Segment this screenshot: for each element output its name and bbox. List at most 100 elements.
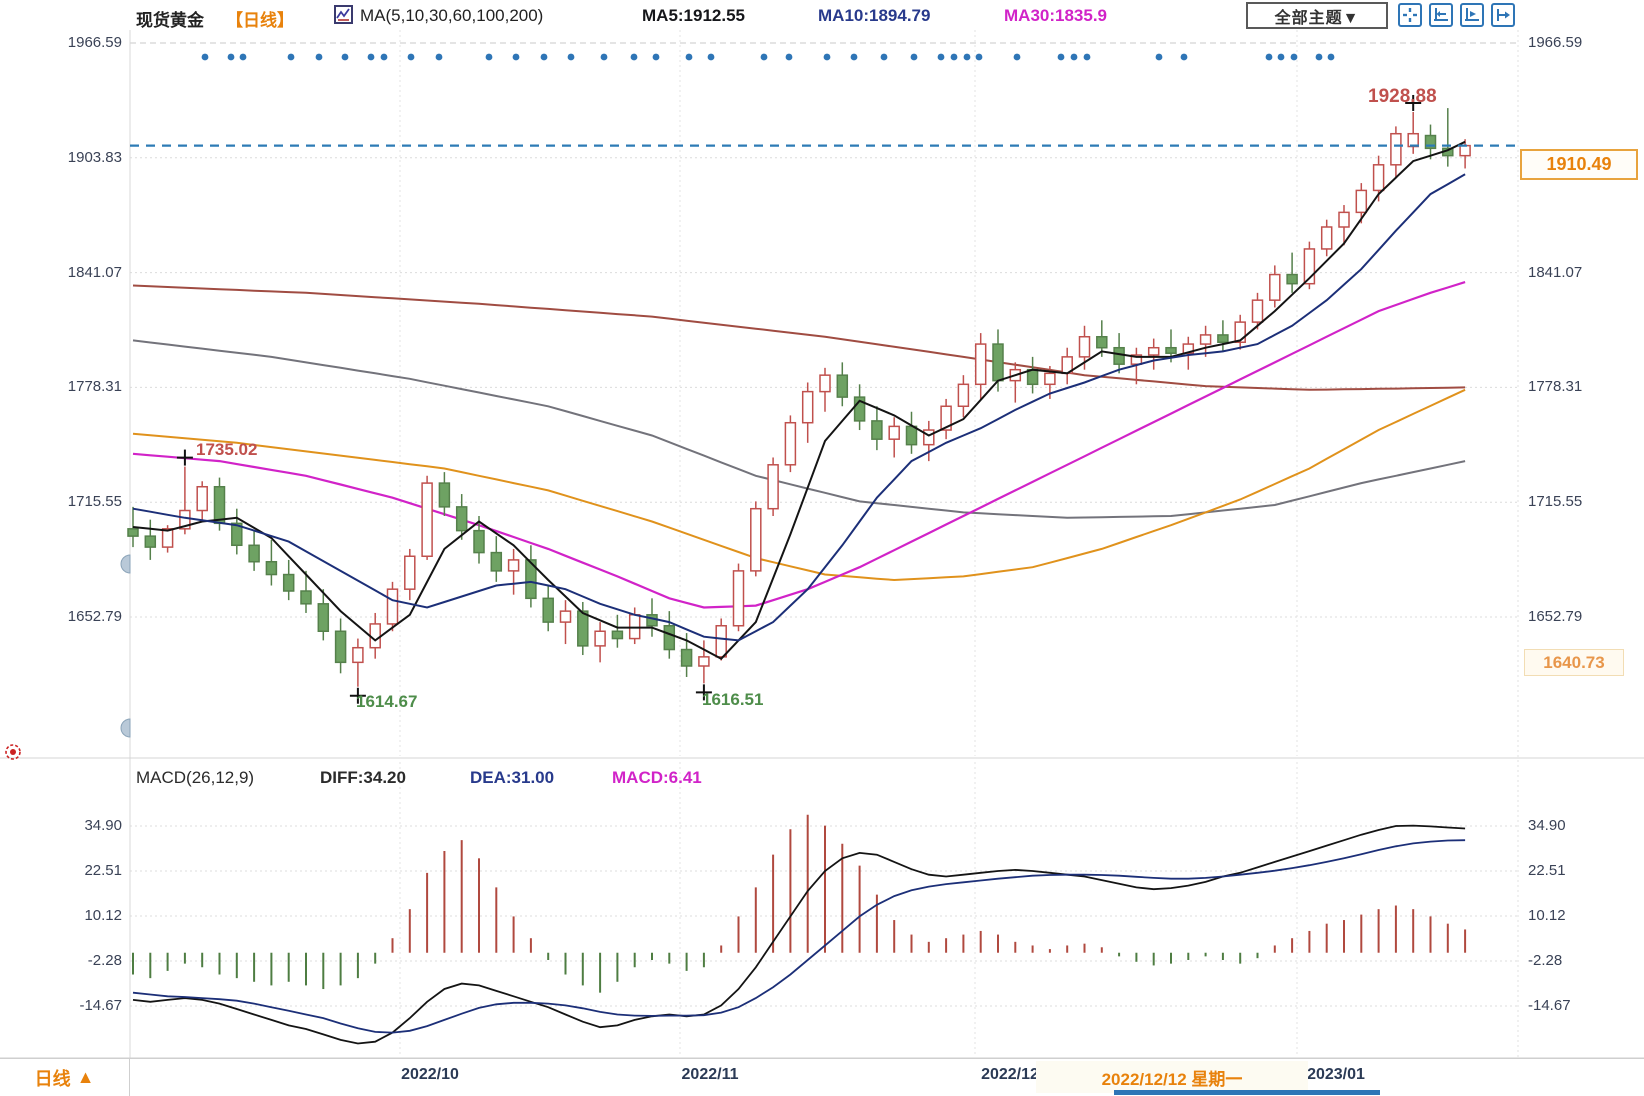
price-axis-label-left: 1841.07 bbox=[67, 264, 122, 281]
news-dot-icon[interactable] bbox=[1155, 53, 1163, 61]
news-dot-icon[interactable] bbox=[1057, 53, 1065, 61]
macd-panel bbox=[132, 814, 1467, 1045]
horizontal-scrollbar-thumb[interactable] bbox=[1114, 1090, 1380, 1095]
news-dot-icon[interactable] bbox=[1083, 53, 1091, 61]
price-axis-label-left: 1778.31 bbox=[67, 378, 122, 395]
macd-diff-line bbox=[132, 824, 1466, 1045]
news-dot-icon[interactable] bbox=[950, 53, 958, 61]
ma-settings-label: MA(5,10,30,60,100,200) bbox=[360, 6, 544, 25]
period-tab-daily[interactable]: 日线 ▲ bbox=[0, 1059, 130, 1096]
ma100-line bbox=[132, 339, 1466, 519]
gridlines bbox=[0, 30, 1644, 1063]
news-dot-icon[interactable] bbox=[630, 53, 638, 61]
news-dot-icon[interactable] bbox=[707, 53, 715, 61]
news-dot-icon[interactable] bbox=[1315, 53, 1323, 61]
price-axis-label-right: 1715.55 bbox=[1528, 493, 1583, 510]
scale-axis-left-icon[interactable] bbox=[1429, 3, 1453, 27]
annotation-low-1614: 1614.67 bbox=[356, 692, 418, 711]
pan-right-icon[interactable] bbox=[1491, 3, 1515, 27]
news-dot-icon[interactable] bbox=[1013, 53, 1021, 61]
ma10-value: MA10:1894.79 bbox=[818, 6, 931, 25]
news-dot-icon[interactable] bbox=[880, 53, 888, 61]
news-dot-icon[interactable] bbox=[1290, 53, 1298, 61]
macd-axis-label-right: 34.90 bbox=[1528, 817, 1566, 834]
news-dot-icon[interactable] bbox=[287, 53, 295, 61]
news-dot-icon[interactable] bbox=[785, 53, 793, 61]
news-dot-icon[interactable] bbox=[407, 53, 415, 61]
x-axis-month-label: 2023/01 bbox=[1307, 1066, 1365, 1083]
x-axis-month-label: 2022/12 bbox=[981, 1066, 1039, 1083]
price-axis-label-left: 1652.79 bbox=[67, 608, 122, 625]
news-dot-icon[interactable] bbox=[367, 53, 375, 61]
price-axis-label-right: 1652.79 bbox=[1528, 608, 1583, 625]
macd-axis-label-left: 22.51 bbox=[84, 862, 122, 879]
hover-date-tooltip: 2022/12/12 星期一 bbox=[1036, 1061, 1308, 1093]
price-axis-label-right: 1778.31 bbox=[1528, 378, 1583, 395]
annotation-high-1928: 1928.88 bbox=[1368, 86, 1437, 107]
news-dot-icon[interactable] bbox=[380, 53, 388, 61]
news-dot-icon[interactable] bbox=[1265, 53, 1273, 61]
ma5-line bbox=[132, 140, 1466, 660]
macd-axis-label-left: 34.90 bbox=[84, 817, 122, 834]
last-price-axis-marker: 1910.49 bbox=[1520, 149, 1638, 180]
news-dot-icon[interactable] bbox=[937, 53, 945, 61]
price-axis-label-left: 1966.59 bbox=[67, 34, 122, 51]
price-axis-label-left: 1903.83 bbox=[67, 149, 122, 166]
news-dot-icon[interactable] bbox=[600, 53, 608, 61]
news-dot-icon[interactable] bbox=[1327, 53, 1335, 61]
theme-dropdown-button[interactable]: 全部主题▼ bbox=[1246, 2, 1388, 29]
news-dot-icon[interactable] bbox=[685, 53, 693, 61]
ma-lines-slow bbox=[132, 281, 1466, 609]
price-axis-label-right: 1966.59 bbox=[1528, 34, 1583, 51]
news-dot-markers bbox=[201, 53, 1335, 61]
news-dot-icon[interactable] bbox=[850, 53, 858, 61]
indicator-chart-icon[interactable] bbox=[334, 5, 353, 24]
ma60-line bbox=[132, 388, 1466, 582]
news-dot-icon[interactable] bbox=[341, 53, 349, 61]
macd-axis-label-left: 10.12 bbox=[84, 907, 122, 924]
news-dot-icon[interactable] bbox=[540, 53, 548, 61]
news-dot-icon[interactable] bbox=[512, 53, 520, 61]
news-dot-icon[interactable] bbox=[910, 53, 918, 61]
news-dot-icon[interactable] bbox=[652, 53, 660, 61]
axis-handles bbox=[120, 554, 131, 738]
news-dot-icon[interactable] bbox=[1180, 53, 1188, 61]
news-dot-icon[interactable] bbox=[201, 53, 209, 61]
ma-lines-fast bbox=[132, 140, 1466, 660]
news-dot-icon[interactable] bbox=[239, 53, 247, 61]
target-icon bbox=[5, 744, 21, 760]
x-axis-month-label: 2022/10 bbox=[401, 1066, 459, 1083]
news-dot-icon[interactable] bbox=[823, 53, 831, 61]
news-dot-icon[interactable] bbox=[760, 53, 768, 61]
crosshair-move-icon[interactable] bbox=[1398, 3, 1422, 27]
macd-axis-label-right: -14.67 bbox=[1528, 997, 1571, 1014]
macd-axis-label-left: -2.28 bbox=[87, 952, 122, 969]
macd-dea-line bbox=[132, 839, 1466, 1034]
news-dot-icon[interactable] bbox=[567, 53, 575, 61]
period-tab-arrow-icon: ▲ bbox=[76, 1067, 95, 1087]
scale-axis-right-icon[interactable] bbox=[1460, 3, 1484, 27]
news-dot-icon[interactable] bbox=[435, 53, 443, 61]
axis-handle-icon[interactable] bbox=[120, 554, 131, 574]
macd-dea-value: DEA:31.00 bbox=[470, 768, 555, 787]
macd-axis-label-right: 22.51 bbox=[1528, 862, 1566, 879]
news-dot-icon[interactable] bbox=[1070, 53, 1078, 61]
news-dot-icon[interactable] bbox=[1277, 53, 1285, 61]
news-dot-icon[interactable] bbox=[315, 53, 323, 61]
axis-handle-icon[interactable] bbox=[120, 718, 131, 738]
ma10-line bbox=[132, 173, 1466, 642]
ma200-line bbox=[132, 284, 1466, 391]
period-tab-label: 日线 bbox=[34, 1068, 71, 1089]
macd-axis-label-right: 10.12 bbox=[1528, 907, 1566, 924]
news-dot-icon[interactable] bbox=[227, 53, 235, 61]
macd-diff-value: DIFF:34.20 bbox=[320, 768, 406, 787]
news-dot-icon[interactable] bbox=[975, 53, 983, 61]
secondary-axis-marker: 1640.73 bbox=[1524, 649, 1624, 676]
ma5-value: MA5:1912.55 bbox=[642, 6, 746, 25]
macd-value: MACD:6.41 bbox=[612, 768, 702, 787]
ma30-value: MA30:1835.9 bbox=[1004, 6, 1108, 25]
news-dot-icon[interactable] bbox=[963, 53, 971, 61]
news-dot-icon[interactable] bbox=[485, 53, 493, 61]
x-axis-month-label: 2022/11 bbox=[681, 1066, 739, 1083]
